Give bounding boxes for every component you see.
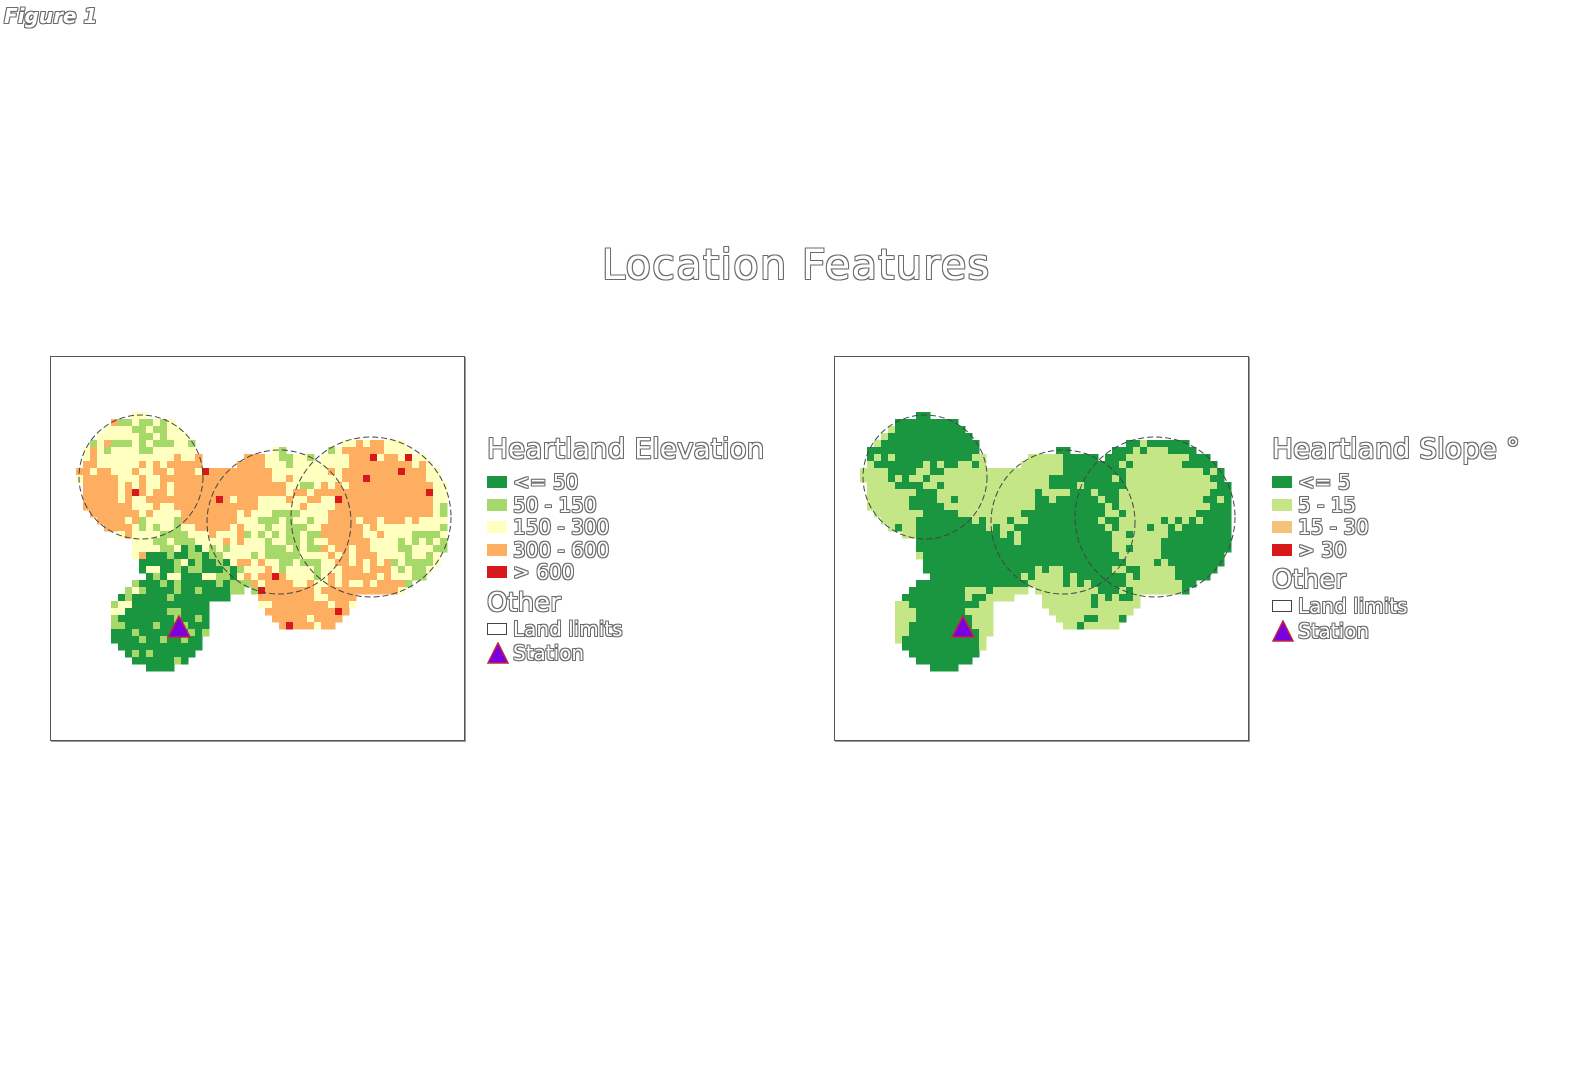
legend-swatch <box>487 476 507 489</box>
legend-item: > 600 <box>487 560 764 585</box>
legend-title: Heartland Elevation <box>487 432 765 465</box>
legend-item-label: 150 - 300 <box>513 515 610 540</box>
legend-swatch <box>1272 521 1292 534</box>
elevation-legend: Heartland Elevation <= 50 50 - 150 150 - 3… <box>487 432 764 666</box>
legend-item-land-limits: Land limits <box>1272 594 1520 619</box>
legend-item-label: 15 - 30 <box>1298 515 1369 540</box>
legend-other-title: Other <box>487 587 561 618</box>
legend-item-label: 300 - 600 <box>513 537 610 562</box>
legend-other-title: Other <box>1272 565 1346 595</box>
legend-item-label: Station <box>513 641 585 665</box>
legend-item: 150 - 300 <box>487 515 764 540</box>
legend-swatch <box>487 521 507 534</box>
land-limits-outline <box>78 414 204 540</box>
legend-item-label: <= 5 <box>1298 470 1351 495</box>
legend-item: > 30 <box>1272 537 1520 562</box>
legend-item-label: > 30 <box>1298 537 1347 562</box>
legend-swatch <box>487 566 507 579</box>
legend-item: <= 50 <box>487 470 764 495</box>
station-marker <box>950 614 976 638</box>
land-limits-outline <box>1074 436 1236 598</box>
slope-map-frame <box>834 356 1249 741</box>
page-title: Location Features <box>601 240 991 289</box>
legend-item-label: Station <box>1298 618 1370 643</box>
legend-item-label: Land limits <box>1298 594 1408 619</box>
station-triangle-icon <box>487 642 509 664</box>
legend-item: 300 - 600 <box>487 537 764 562</box>
legend-item-land-limits: Land limits <box>487 616 764 641</box>
legend-title: Heartland Slope ° <box>1272 432 1520 465</box>
land-limits-outline <box>206 449 352 595</box>
legend-item: 50 - 150 <box>487 492 764 517</box>
legend-item-station: Station <box>1272 618 1520 644</box>
legend-item-label: <= 50 <box>513 470 579 495</box>
land-limits-swatch <box>487 622 507 635</box>
land-limits-outline <box>862 414 988 540</box>
legend-item: <= 5 <box>1272 470 1520 495</box>
legend-item-label: 5 - 15 <box>1298 492 1357 517</box>
legend-item-label: Land limits <box>513 616 623 641</box>
legend-swatch <box>487 498 507 511</box>
legend-item: 5 - 15 <box>1272 492 1520 517</box>
legend-item-label: > 600 <box>513 560 575 585</box>
station-triangle-icon <box>1272 619 1294 642</box>
legend-item-label: 50 - 150 <box>513 492 597 517</box>
land-limits-outline <box>290 436 452 598</box>
legend-item-station: Station <box>487 640 764 666</box>
elevation-map-frame <box>50 356 465 741</box>
land-limits-swatch <box>1272 600 1292 613</box>
legend-swatch <box>487 543 507 556</box>
slope-raster-map <box>860 412 1236 672</box>
legend-swatch <box>1272 543 1292 556</box>
legend-swatch <box>1272 476 1292 489</box>
legend-swatch <box>1272 498 1292 511</box>
legend-item: 15 - 30 <box>1272 515 1520 540</box>
land-limits-outline <box>990 449 1136 595</box>
elevation-raster-map <box>76 412 452 672</box>
station-marker <box>166 614 192 638</box>
figure-label: Figure 1 <box>4 4 98 28</box>
